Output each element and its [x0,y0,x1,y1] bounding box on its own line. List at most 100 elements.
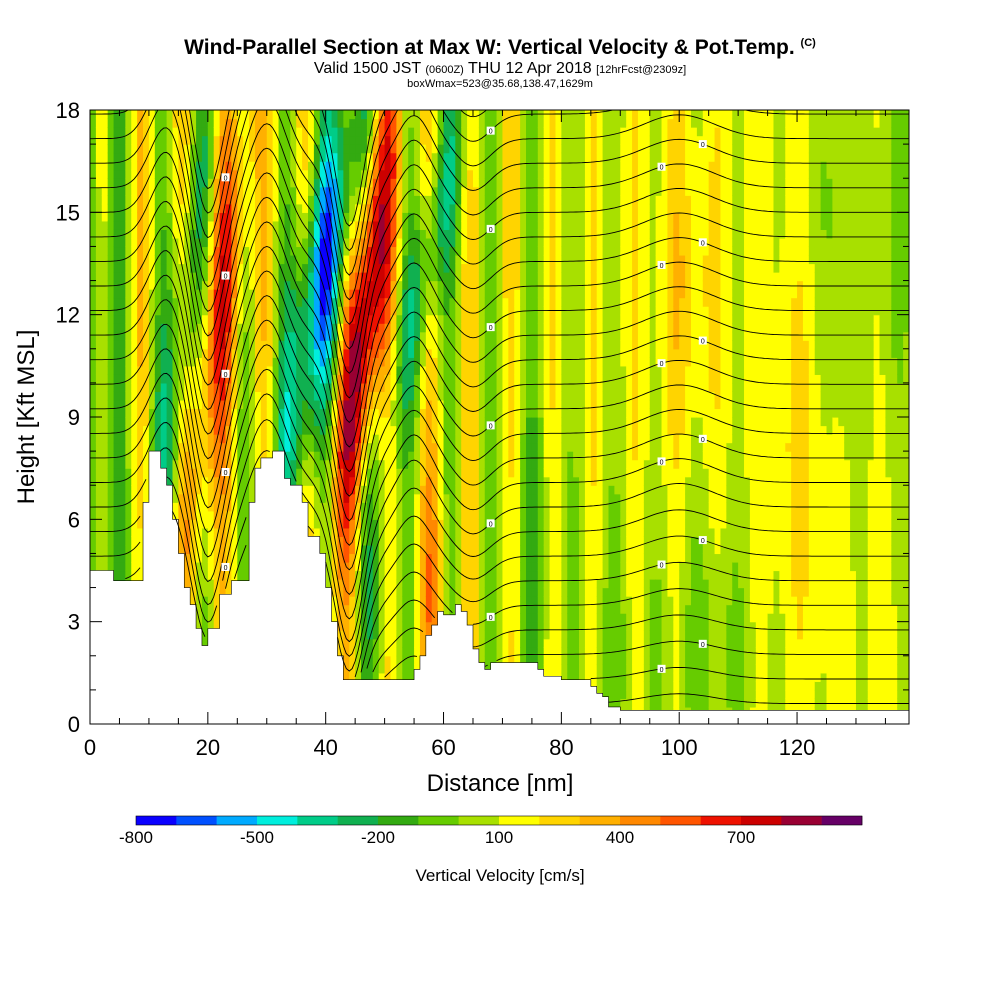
field-cell [207,434,215,444]
field-cell [490,110,498,120]
field-cell [419,476,427,486]
field-cell [396,110,403,120]
field-cell [425,587,433,597]
field-cell [378,118,386,128]
field-cell [160,263,168,273]
field-cell [461,527,468,537]
field-cell [343,579,350,589]
field-cell [313,195,321,205]
field-cell [472,263,480,273]
field-cell [125,280,132,290]
field-cell [337,186,344,196]
field-cell [319,297,327,307]
field-cell [137,212,144,222]
field-cell [207,152,215,162]
field-cell [467,152,474,162]
field-cell [402,459,409,469]
field-cell [272,391,280,401]
field-cell [431,110,439,120]
field-cell [349,613,356,623]
field-cell [278,169,286,179]
field-cell [319,468,327,478]
field-cell [148,408,156,418]
field-cell [243,340,250,350]
field-cell [143,357,150,367]
field-cell [431,289,439,299]
field-cell [425,442,433,452]
field-cell [437,579,445,589]
field-cell [302,118,309,128]
field-cell [449,340,456,350]
field-cell [372,604,380,614]
field-cell [319,331,327,341]
field-cell [396,519,403,529]
field-cell [443,297,451,307]
field-cell [449,587,456,597]
field-cell [196,135,203,145]
field-cell [361,613,368,623]
field-cell [408,229,415,239]
field-cell [461,331,468,341]
field-cell [178,314,185,324]
field-cell [260,135,268,145]
field-cell [419,331,427,341]
field-cell [296,220,303,230]
field-cell [337,229,344,239]
field-cell [137,561,144,572]
field-cell [178,144,185,154]
field-cell [254,178,262,188]
field-cell [308,263,315,273]
field-cell [190,408,197,418]
field-cell [361,254,368,265]
field-cell [366,655,374,665]
field-cell [172,374,179,384]
field-cell [384,212,392,222]
field-cell [137,570,144,580]
field-cell [166,382,174,393]
field-cell [278,374,286,384]
field-cell [166,451,174,461]
field-cell [366,306,374,316]
field-cell [425,451,433,461]
field-cell [419,425,427,435]
field-cell [372,672,380,682]
field-cell [390,314,397,324]
field-cell [178,263,185,273]
field-cell [337,289,344,299]
field-cell [478,195,486,205]
field-cell [308,144,315,154]
field-cell [231,348,238,358]
field-cell [196,348,203,358]
field-cell [467,434,474,444]
field-cell [290,425,297,435]
field-cell [378,314,386,324]
field-cell [137,272,144,282]
field-cell [449,220,456,230]
field-cell [384,289,392,299]
field-cell [107,212,115,222]
field-cell [231,408,238,418]
field-cell [366,451,374,461]
field-cell [154,254,162,265]
field-cell [455,451,462,461]
field-cell [478,579,486,589]
field-cell [396,195,403,205]
field-cell [172,289,179,299]
field-cell [125,118,132,128]
field-cell [101,561,109,572]
field-cell [402,468,409,478]
field-cell [95,161,103,171]
field-cell [496,630,504,640]
field-cell [313,169,321,179]
field-cell [366,672,374,682]
field-cell [196,365,203,375]
field-cell [343,425,350,435]
field-cell [467,212,474,222]
field-cell [366,570,374,580]
field-cell [467,382,474,393]
field-cell [484,289,492,299]
field-cell [201,391,209,401]
field-cell [366,459,374,469]
field-cell [95,297,103,307]
field-cell [461,314,468,324]
